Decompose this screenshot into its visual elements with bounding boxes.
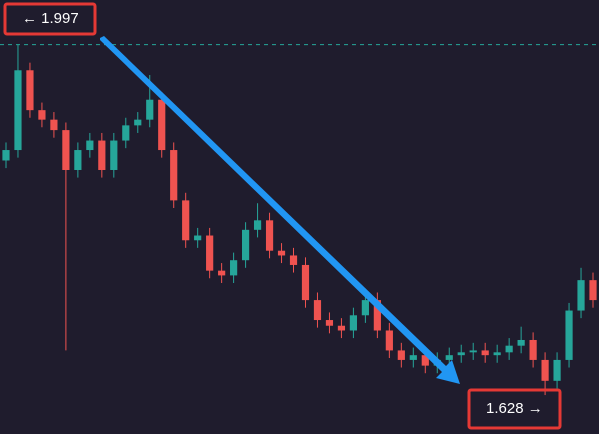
min-label: 1.628 →: [486, 400, 543, 417]
candle-body: [38, 110, 46, 120]
candle-body: [325, 320, 334, 326]
candle-body: [361, 300, 369, 316]
min-label-box: [467, 388, 562, 430]
candle-body: [289, 255, 298, 265]
candle-body: [505, 345, 513, 353]
candle-body: [146, 99, 154, 120]
candle-body: [409, 355, 417, 360]
candle-body: [481, 350, 489, 356]
candle-body: [397, 350, 405, 360]
candle-body: [2, 150, 10, 161]
candle-body: [182, 200, 190, 241]
max-label-box: [3, 2, 97, 36]
trend-arrow: [100, 36, 460, 384]
candle-body: [14, 70, 22, 151]
candle-body: [134, 119, 142, 126]
candle-body: [373, 300, 381, 331]
candle-body: [301, 264, 310, 301]
candle-body: [50, 119, 58, 131]
candle-body: [194, 235, 202, 241]
candle-body: [349, 315, 358, 331]
candle-body: [26, 70, 34, 111]
candle-body: [589, 280, 597, 301]
candle-body: [277, 250, 286, 256]
candle-body: [206, 235, 214, 271]
candle-body: [218, 270, 226, 276]
candle-body: [517, 339, 525, 346]
candle-body: [337, 325, 346, 331]
candle-body: [541, 359, 549, 381]
candle-body: [62, 130, 70, 170]
candle-body: [565, 310, 573, 360]
candle-body: [469, 350, 477, 353]
candle-body: [577, 280, 585, 311]
candle-body: [230, 260, 238, 276]
candle-body: [253, 220, 262, 230]
candle-body: [122, 125, 130, 141]
candle-body: [385, 330, 393, 351]
candle-body: [421, 355, 429, 366]
candle-body: [313, 300, 322, 321]
candle-body: [158, 99, 166, 151]
candle-body: [493, 352, 501, 356]
candle-body: [457, 352, 465, 356]
candle-body: [170, 150, 178, 201]
candle-body: [74, 150, 82, 170]
candle-body: [553, 359, 561, 381]
candle-body: [265, 220, 274, 251]
max-label: ← 1.997: [22, 10, 79, 27]
candle-body: [241, 229, 250, 261]
candle-body: [86, 140, 94, 151]
candle-body: [445, 355, 453, 360]
candle-body: [98, 140, 106, 170]
candle-body: [529, 339, 537, 360]
candle-body: [110, 140, 118, 170]
